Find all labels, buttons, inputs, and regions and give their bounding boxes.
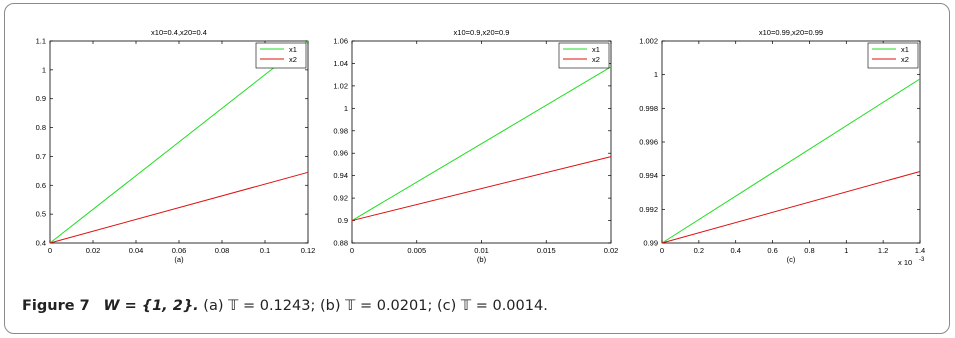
legend-box bbox=[867, 42, 919, 69]
x-tick-label: 0.01 bbox=[474, 246, 489, 255]
series-line-x2 bbox=[49, 171, 309, 244]
legend-label-x2: x2 bbox=[592, 55, 600, 64]
series-line-x1 bbox=[351, 66, 612, 221]
y-tick-label: 0.994 bbox=[639, 171, 658, 180]
chart-title: x10=0.9,x20=0.9 bbox=[454, 28, 510, 37]
x-tick-label: 0.4 bbox=[730, 246, 740, 255]
y-tick-label: 0.96 bbox=[333, 149, 348, 158]
figure-title: W = {1, 2}. bbox=[103, 298, 199, 314]
y-tick-label: 0.998 bbox=[639, 104, 658, 113]
legend-label-x1: x1 bbox=[901, 45, 909, 54]
y-tick-label: 0.996 bbox=[639, 138, 658, 147]
y-tick-label: 0.9 bbox=[338, 216, 348, 225]
y-tick-label: 1 bbox=[344, 104, 348, 113]
x-axis-label: (a) bbox=[174, 255, 184, 264]
y-tick-label: 0.88 bbox=[333, 239, 348, 248]
x-tick-label: 0.6 bbox=[767, 246, 777, 255]
x-tick-label: 1.4 bbox=[915, 246, 925, 255]
legend-box bbox=[558, 42, 610, 69]
series-line-x2 bbox=[661, 170, 921, 244]
series-line-x1 bbox=[49, 40, 309, 244]
y-tick-label: 1 bbox=[42, 65, 46, 74]
y-tick-label: 1.002 bbox=[639, 37, 658, 46]
chart-title: x10=0.4,x20=0.4 bbox=[151, 28, 207, 37]
figure-caption: Figure 7 W = {1, 2}. (a) 𝕋 = 0.1243; (b)… bbox=[22, 298, 548, 314]
y-tick-label: 0.92 bbox=[333, 194, 348, 203]
x-tick-label: 1.2 bbox=[878, 246, 888, 255]
y-tick-label: 1.04 bbox=[333, 59, 348, 68]
y-tick-label: 1 bbox=[654, 70, 658, 79]
y-tick-label: 1.06 bbox=[333, 37, 348, 46]
x-tick-label: 0 bbox=[350, 246, 354, 255]
legend-label-x1: x1 bbox=[289, 45, 297, 54]
x-tick-label: 0.8 bbox=[804, 246, 814, 255]
chart-2: x10=0.99,x20=0.99 0 0.2 0.4 0.6 0.8 1 1.2 1.4 0.9… bbox=[639, 28, 925, 267]
y-tick-label: 0.99 bbox=[643, 239, 658, 248]
y-tick-label: 0.5 bbox=[36, 210, 46, 219]
y-tick-label: 0.992 bbox=[639, 205, 658, 214]
x-tick-label: 0.1 bbox=[260, 246, 270, 255]
axes-box bbox=[661, 40, 921, 244]
y-tick-label: 0.7 bbox=[36, 152, 46, 161]
legend-box bbox=[255, 42, 307, 69]
chart-1: x10=0.9,x20=0.9 0 0.005 0.01 0.015 0.02 0.88 0.… bbox=[333, 28, 618, 264]
x-axis-label: (c) bbox=[787, 255, 796, 264]
chart-title: x10=0.99,x20=0.99 bbox=[759, 28, 823, 37]
y-tick-label: 0.94 bbox=[333, 171, 348, 180]
legend-label-x2: x2 bbox=[901, 55, 909, 64]
chart-0: x10=0.4,x20=0.4 0 0.02 0.04 0.06 0.08 0.1 0.12 0… bbox=[36, 28, 316, 264]
x-tick-label: 0 bbox=[48, 246, 52, 255]
x-tick-label: 0.06 bbox=[172, 246, 187, 255]
x-tick-label: 0.02 bbox=[86, 246, 101, 255]
series-line-x1 bbox=[661, 78, 921, 244]
y-tick-label: 0.6 bbox=[36, 181, 46, 190]
x-tick-label: 0.02 bbox=[604, 246, 619, 255]
x-axis-exponent: x 10 bbox=[898, 258, 912, 267]
y-tick-label: 0.4 bbox=[36, 239, 46, 248]
x-tick-label: 1 bbox=[844, 246, 848, 255]
y-tick-label: 1.1 bbox=[36, 37, 46, 46]
x-tick-label: 0.2 bbox=[694, 246, 704, 255]
y-tick-label: 0.8 bbox=[36, 123, 46, 132]
figure-label: Figure 7 bbox=[22, 298, 90, 314]
figure-caption-text: (a) 𝕋 = 0.1243; (b) 𝕋 = 0.0201; (c) 𝕋 = … bbox=[203, 298, 548, 314]
x-tick-label: 0.005 bbox=[407, 246, 426, 255]
y-tick-label: 0.98 bbox=[333, 126, 348, 135]
y-tick-label: 1.02 bbox=[333, 81, 348, 90]
series-line-x2 bbox=[351, 156, 612, 222]
x-tick-label: 0.04 bbox=[129, 246, 144, 255]
x-axis-exponent-power: -3 bbox=[919, 257, 925, 263]
x-tick-label: 0.12 bbox=[301, 246, 316, 255]
x-axis-label: (b) bbox=[477, 255, 487, 264]
x-tick-label: 0.08 bbox=[215, 246, 230, 255]
x-tick-label: 0 bbox=[660, 246, 664, 255]
legend-label-x1: x1 bbox=[592, 45, 600, 54]
axes-box bbox=[351, 40, 612, 244]
legend-label-x2: x2 bbox=[289, 55, 297, 64]
figure-frame bbox=[4, 3, 950, 334]
y-tick-label: 0.9 bbox=[36, 94, 46, 103]
x-tick-label: 0.015 bbox=[537, 246, 556, 255]
